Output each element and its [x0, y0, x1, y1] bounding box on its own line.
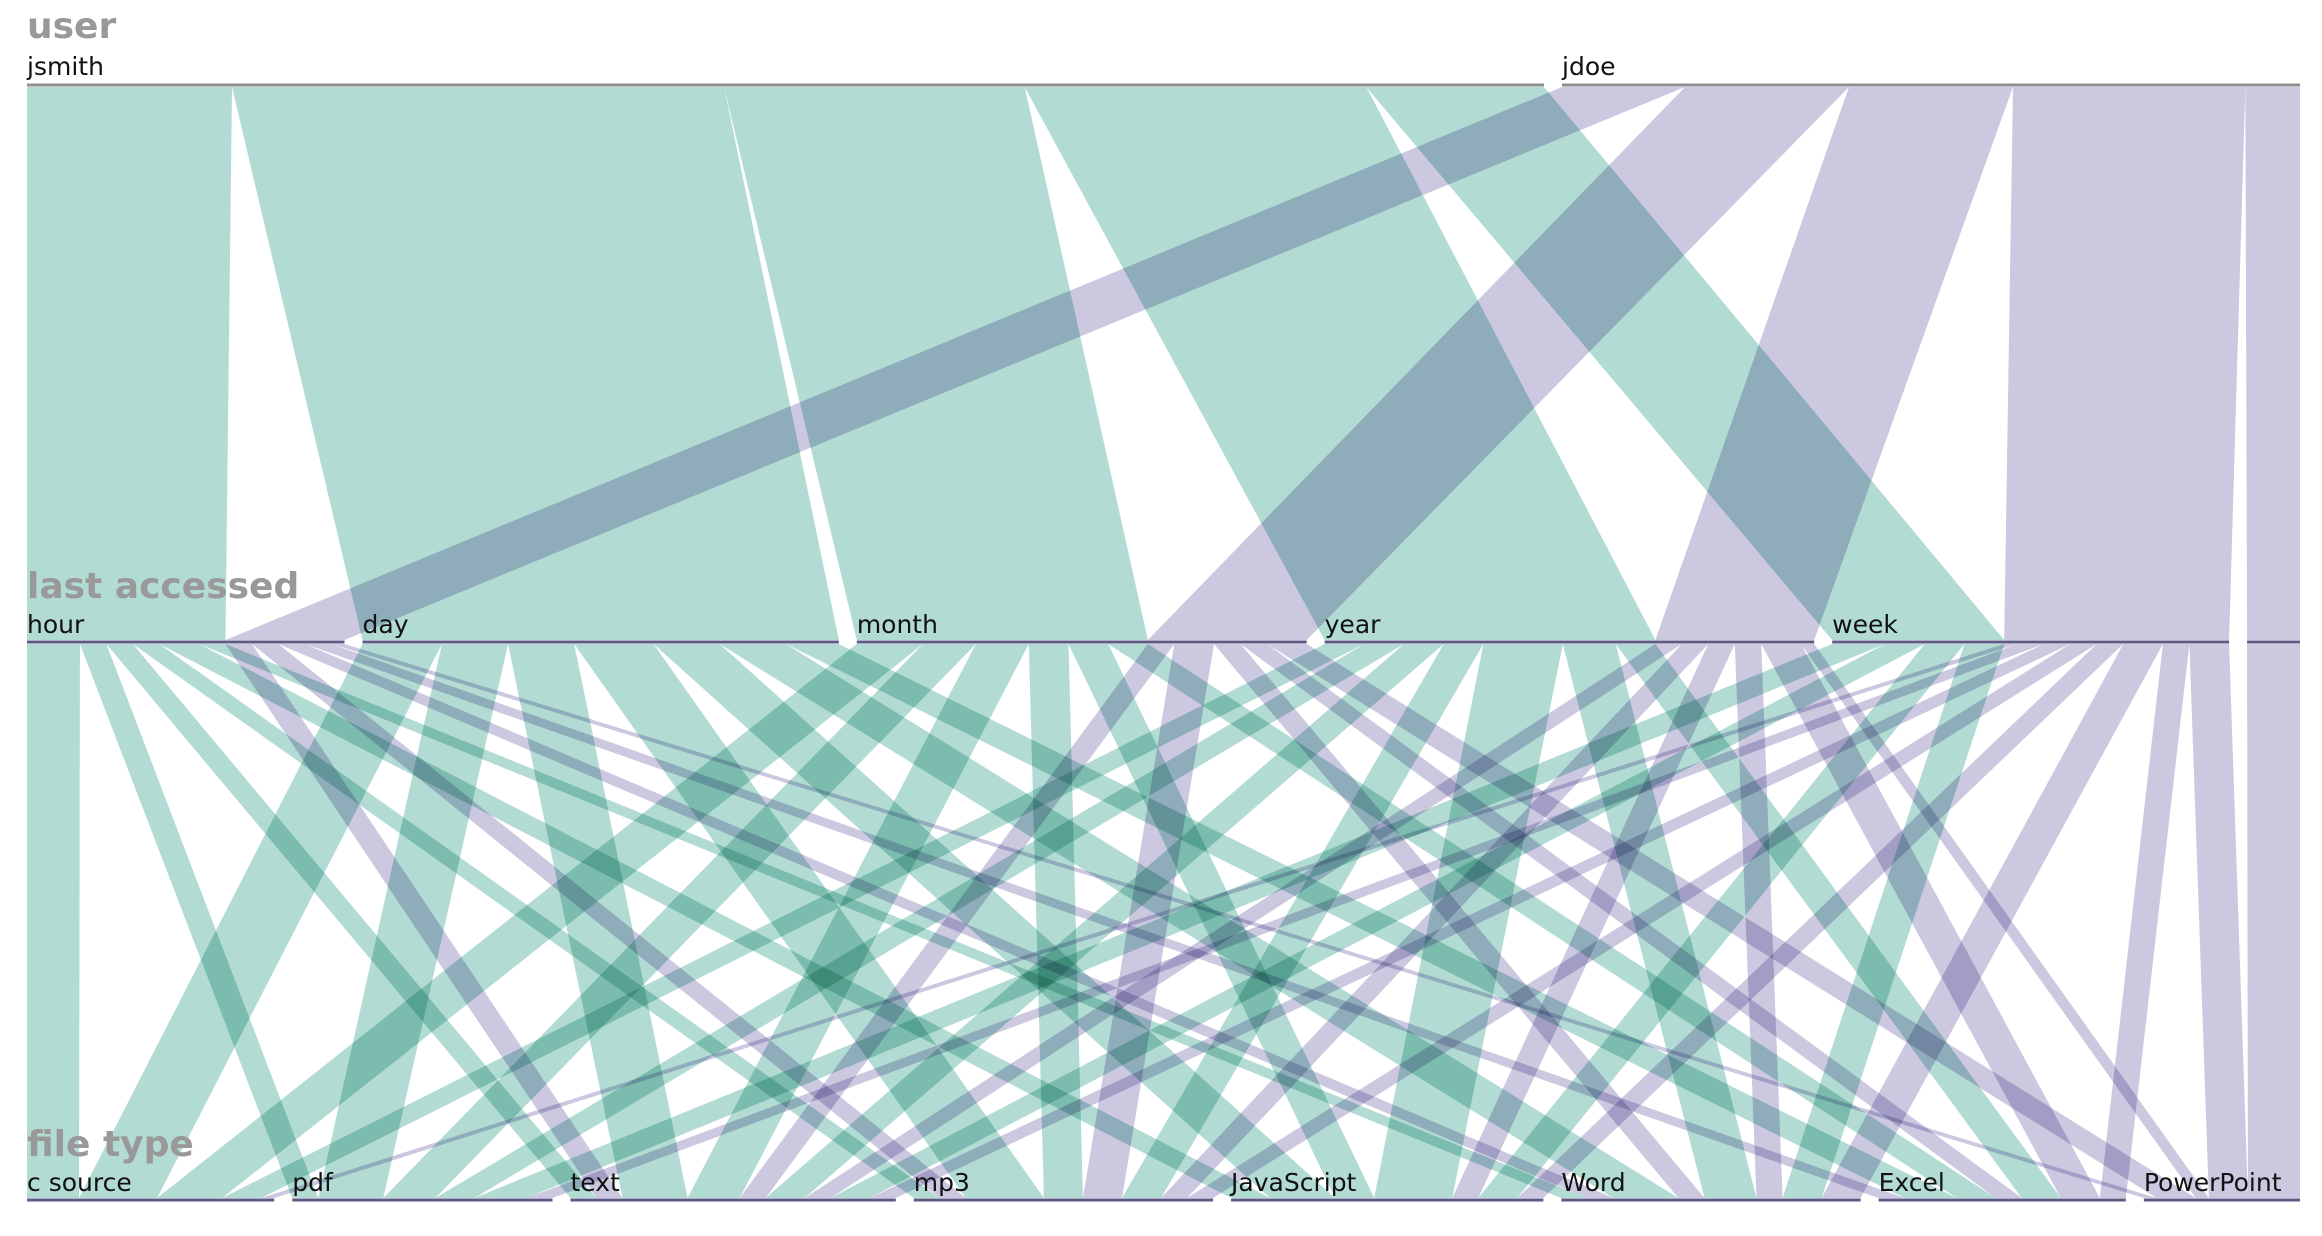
- ribbon-jdoe-week: [2004, 87, 2246, 640]
- category-label-last-accessed-hour: hour: [27, 610, 85, 639]
- category-label-file-type-javascript: JavaScript: [1229, 1168, 1357, 1197]
- category-label-file-type-powerpoint: PowerPoint: [2144, 1168, 2282, 1197]
- category-label-file-type-excel: Excel: [1879, 1168, 1945, 1197]
- ribbon-jdoe-week-c-source: [261, 644, 2018, 1198]
- category-label-file-type-pdf: pdf: [292, 1168, 334, 1197]
- ribbon-jsmith-year-pdf: [435, 644, 1405, 1198]
- ribbon-jdoe-week-javascript: [1517, 644, 2124, 1198]
- ribbon-jdoe-week-text: [869, 644, 2071, 1198]
- ribbon-jsmith-year-text: [765, 644, 1444, 1198]
- ribbon-jdoe-year-word: [1734, 644, 1783, 1198]
- category-label-last-accessed-week: week: [1832, 610, 1898, 639]
- ribbon-jsmith-day: [232, 87, 839, 640]
- ribbon-jdoe-month: [1147, 87, 1849, 640]
- ribbon-jdoe-unlabeled-powerpoint: [2247, 644, 2300, 1198]
- ribbon-jdoe-week-pdf: [526, 644, 2044, 1198]
- ribbon-jdoe-year-text: [804, 644, 1682, 1198]
- category-label-last-accessed-day: day: [363, 610, 409, 639]
- ribbon-jsmith-hour: [27, 87, 232, 640]
- ribbon-jsmith-hour-c-source: [27, 644, 80, 1198]
- ribbon-jdoe-week-powerpoint: [2189, 644, 2248, 1198]
- ribbon-jsmith-day-text: [508, 644, 688, 1198]
- ribbon-jsmith-month-c-source: [157, 644, 923, 1198]
- ribbon-jsmith-year-word: [1562, 644, 1757, 1198]
- ribbon-jdoe-week-mp3: [1187, 644, 2097, 1198]
- ribbon-jdoe-unlabeled: [2245, 87, 2300, 640]
- labels-layer: user jsmith jdoe last accessed hour day month y…: [26, 6, 2282, 1197]
- category-label-last-accessed-month: month: [857, 610, 938, 639]
- dimension-title-last-accessed: last accessed: [27, 566, 299, 607]
- ribbon-jsmith-week-javascript: [1478, 644, 1965, 1198]
- ribbon-jsmith-year-mp3: [1121, 644, 1484, 1198]
- ribbon-jdoe-hour: [225, 87, 1685, 640]
- ribbon-jsmith-day-c-source: [79, 644, 442, 1198]
- ribbon-jdoe-year: [1655, 87, 2013, 640]
- dimension-title-user: user: [27, 6, 116, 47]
- category-label-file-type-word: Word: [1561, 1168, 1625, 1197]
- ribbon-jsmith-month-text: [687, 644, 1029, 1198]
- ribbon-jdoe-week-word: [1821, 644, 2163, 1198]
- category-label-file-type-c-source: c source: [27, 1168, 132, 1197]
- category-label-user-jdoe: jdoe: [1561, 52, 1616, 81]
- ribbon-jsmith-hour-text: [106, 644, 597, 1198]
- ribbon-jsmith-hour-pdf: [79, 644, 319, 1198]
- ribbons-layer: [27, 87, 2300, 1198]
- ribbon-jsmith-year-c-source: [222, 644, 1365, 1198]
- category-label-file-type-text: text: [570, 1168, 620, 1197]
- category-label-last-accessed-year: year: [1325, 610, 1381, 639]
- ribbon-jdoe-week-excel: [2099, 644, 2190, 1198]
- category-label-user-jsmith: jsmith: [26, 52, 104, 81]
- ribbon-jsmith-year-excel: [1615, 644, 2061, 1198]
- axes-layer: [27, 83, 2300, 1202]
- dimension-title-file-type: file type: [27, 1124, 194, 1165]
- ribbon-jsmith-year: [1024, 87, 1656, 640]
- ribbon-jsmith-week-pdf: [474, 644, 1886, 1198]
- category-label-file-type-mp3: mp3: [914, 1168, 970, 1197]
- ribbon-jsmith-week-word: [1782, 644, 2005, 1198]
